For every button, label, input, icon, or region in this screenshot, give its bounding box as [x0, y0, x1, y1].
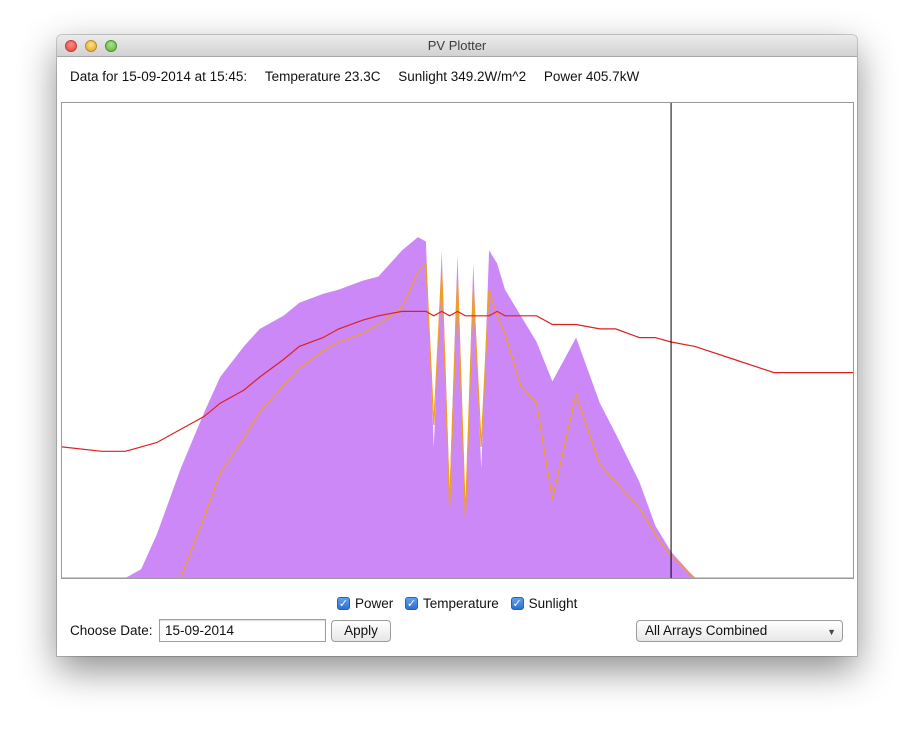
info-bar: Data for 15-09-2014 at 15:45: Temperatur… [70, 69, 653, 87]
checkmark-icon: ✓ [510, 597, 524, 610]
data-date-label: Data for 15-09-2014 at 15:45: [70, 69, 248, 84]
sunlight-checkbox[interactable]: ✓ Sunlight [510, 596, 578, 611]
window-title: PV Plotter [427, 38, 487, 53]
array-select-value: All Arrays Combined [645, 623, 768, 638]
power-checkbox[interactable]: ✓ Power [337, 596, 393, 611]
power-checkbox-label: Power [355, 596, 394, 611]
date-input[interactable] [159, 619, 326, 642]
plot-area[interactable] [61, 102, 854, 579]
zoom-button[interactable] [105, 40, 117, 52]
choose-date-label: Choose Date: [70, 623, 153, 638]
window-content: Data for 15-09-2014 at 15:45: Temperatur… [57, 57, 857, 656]
minimize-button[interactable] [85, 40, 97, 52]
temperature-checkbox-label: Temperature [423, 596, 499, 611]
chevron-down-icon: ▼ [827, 627, 836, 637]
sunlight-readout: Sunlight 349.2W/m^2 [398, 69, 527, 84]
pv-chart[interactable] [62, 103, 853, 578]
checkmark-icon: ✓ [337, 597, 350, 610]
series-toggles: ✓ Power ✓ Temperature ✓ Sunlight [337, 595, 585, 613]
title-bar[interactable]: PV Plotter [57, 35, 857, 57]
sunlight-checkbox-label: Sunlight [528, 596, 578, 611]
temperature-line [62, 310, 853, 452]
sunlight-area [62, 237, 853, 578]
power-readout: Power 405.7kW [543, 69, 640, 84]
close-button[interactable] [65, 40, 77, 52]
power-line [62, 261, 853, 578]
checkmark-icon: ✓ [405, 597, 419, 610]
temperature-checkbox[interactable]: ✓ Temperature [405, 596, 499, 611]
array-select[interactable]: All Arrays Combined ▼ [636, 620, 843, 642]
main-window: PV Plotter Data for 15-09-2014 at 15:45:… [57, 35, 857, 656]
temperature-readout: Temperature 23.3C [264, 69, 381, 84]
apply-button[interactable]: Apply [331, 620, 391, 642]
